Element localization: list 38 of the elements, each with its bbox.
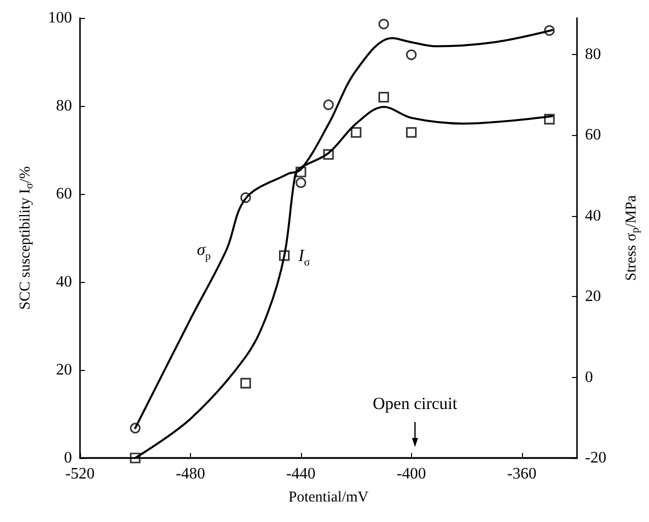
y2-tick-label: 20 [585,288,601,306]
x-tick-label: -400 [396,466,426,482]
series-label: I$_{σ}$ [298,246,310,268]
y-tick-label: 20 [56,362,72,378]
annotation: Open circuit [372,394,458,413]
point [296,177,306,188]
point [323,99,334,110]
point [240,378,251,388]
point [240,192,251,203]
point [130,422,141,434]
point [130,452,141,464]
point [279,250,290,261]
y2-tick-label: 80 [585,46,601,63]
y-tick-label: 80 [56,98,72,114]
y-tick-label: 40 [56,274,72,290]
x-tick-label: -480 [176,466,206,482]
point [544,114,555,124]
y-axis-title: SCC susceptibility Iσ/% [18,166,36,310]
y2-tick-label: 40 [585,207,601,224]
series-label: σ$_{p}$ [196,240,211,262]
x-tick-label: -520 [65,466,95,482]
y-tick-label: 60 [56,186,72,202]
point [378,18,390,30]
x-tick-label: -360 [507,466,536,482]
point [378,92,390,102]
point [323,149,334,160]
x-tick-label: -440 [286,466,316,482]
x-axis-title: Potential/mV [288,490,369,506]
y2-tick-label: -20 [585,450,606,466]
y-tick-label: 100 [48,10,72,26]
point [406,127,417,138]
y2-tick-label: 0 [585,368,593,386]
y2-tick-label: 60 [585,126,601,144]
point [296,166,306,178]
point [406,49,417,60]
y2-axis-title: Stress σp/MPa [624,194,642,281]
point [350,127,362,138]
y-tick-label: 0 [64,450,72,466]
